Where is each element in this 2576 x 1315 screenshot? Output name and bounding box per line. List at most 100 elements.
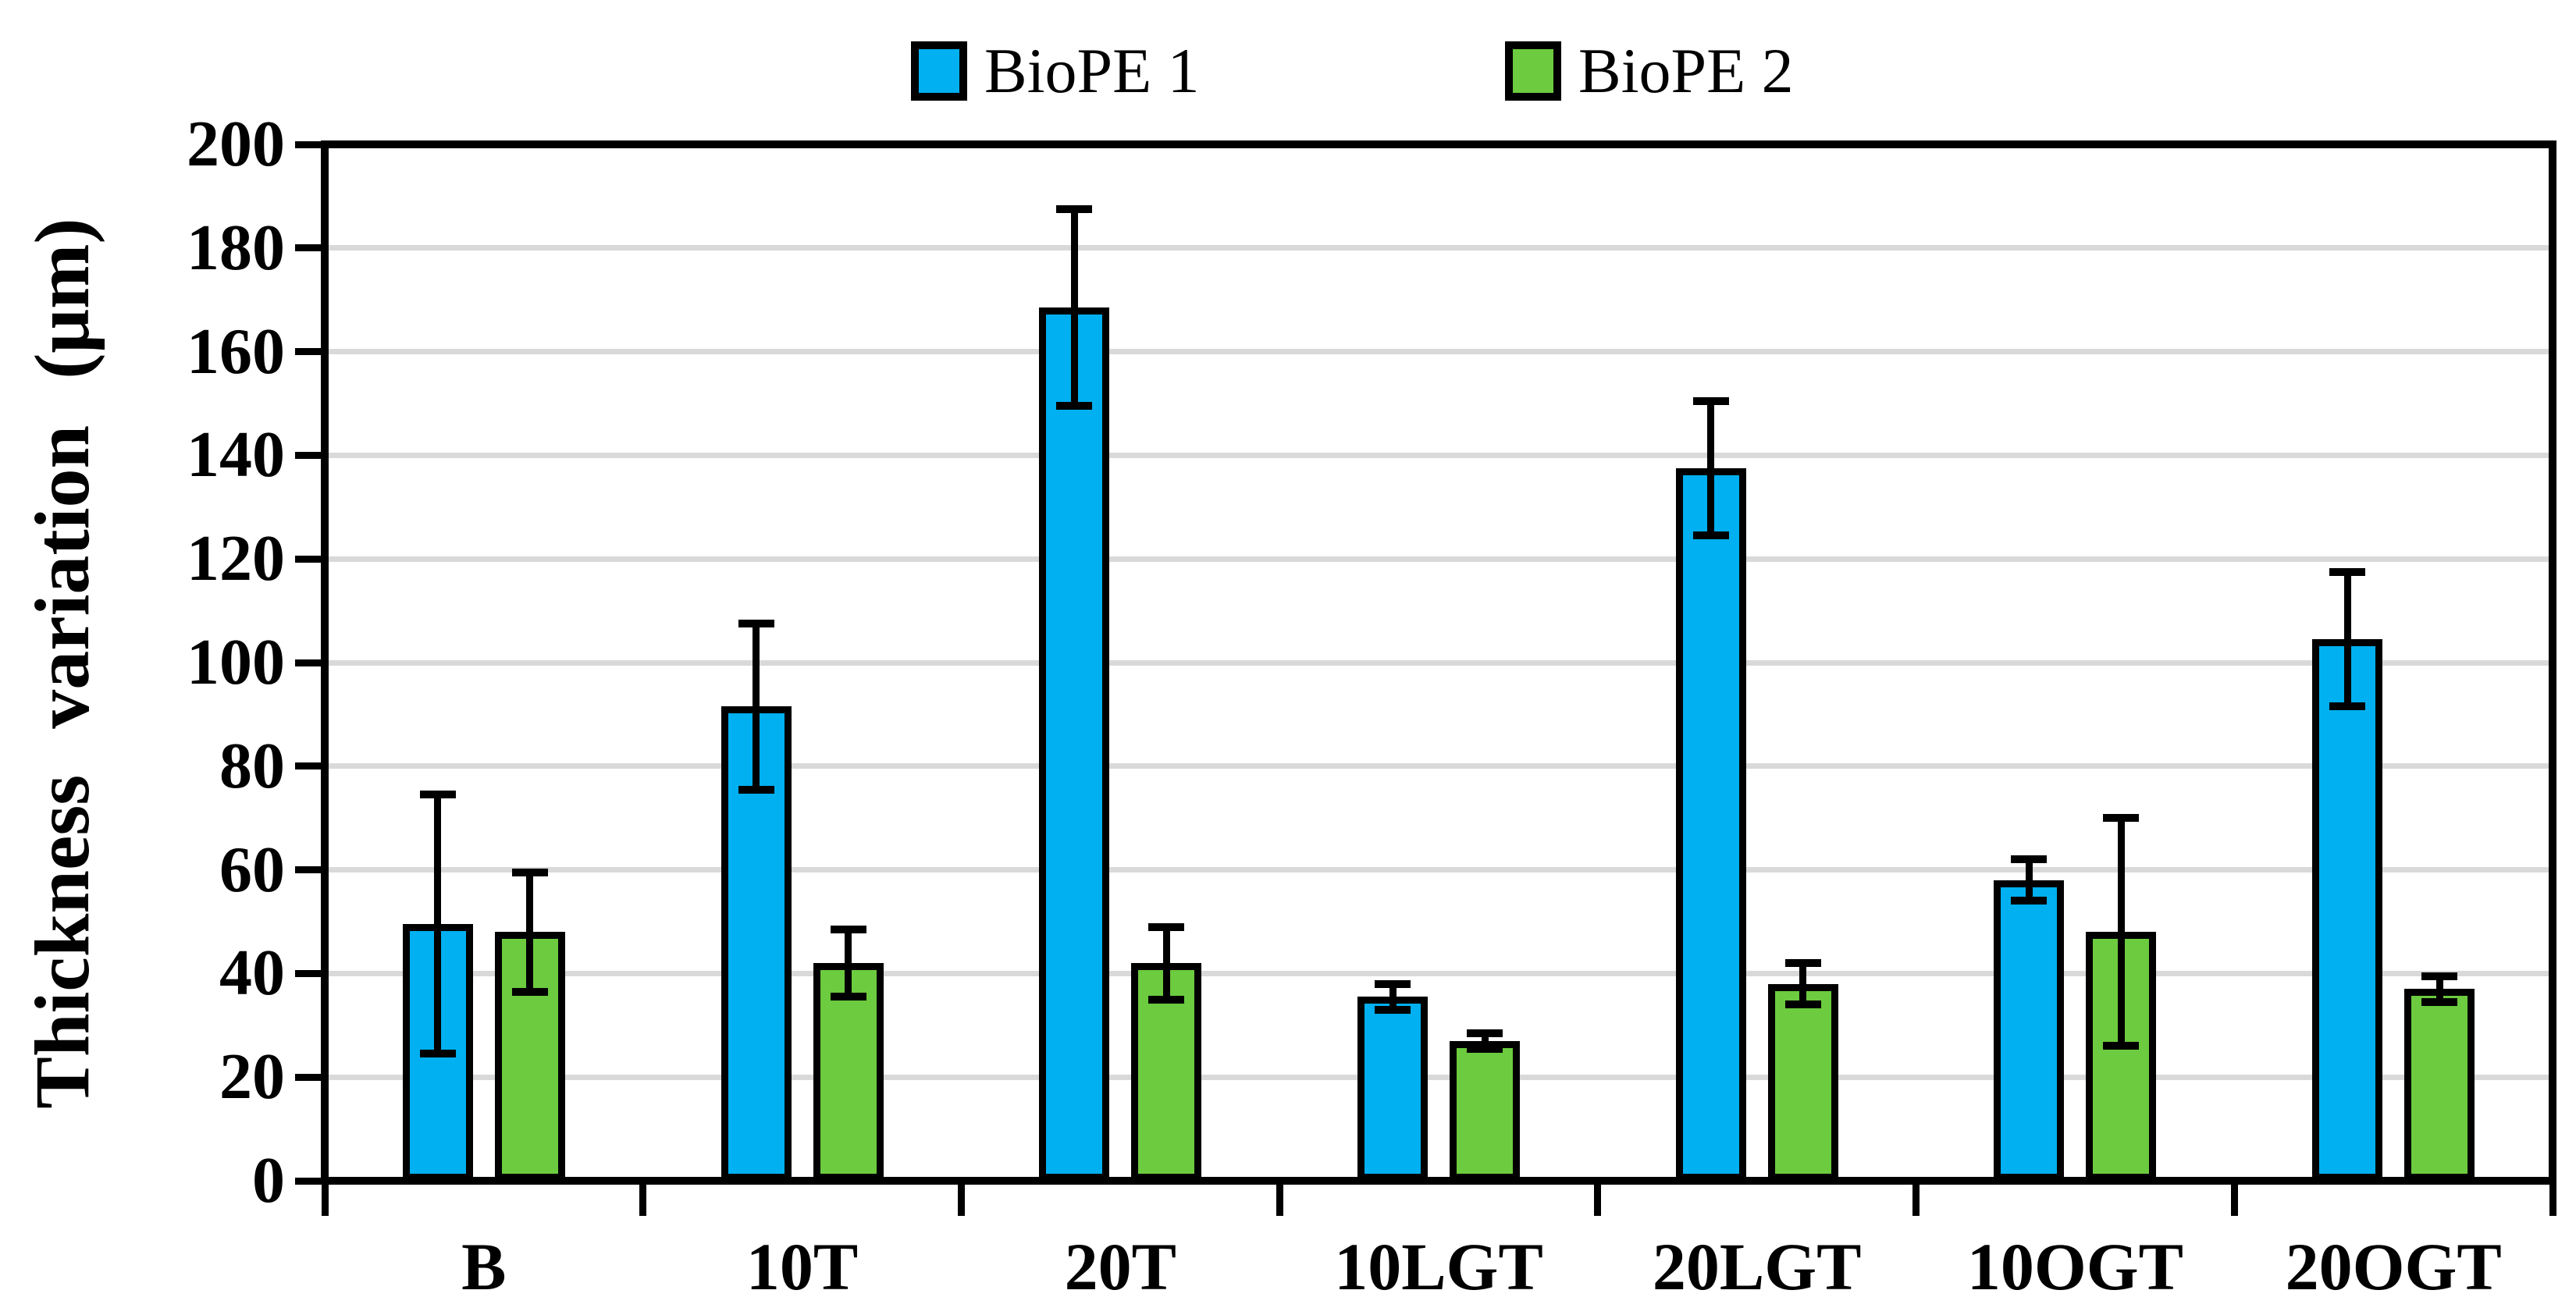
error-line-10OGT-1 — [2117, 818, 2125, 1047]
error-cap-top-10T-1 — [830, 925, 866, 933]
error-cap-bottom-10T-1 — [830, 993, 866, 1001]
bar-biope1-20OGT — [2312, 639, 2383, 1181]
error-cap-top-20LGT-0 — [1692, 396, 1729, 405]
gridline-160 — [329, 349, 2549, 355]
error-line-20LGT-1 — [1799, 963, 1807, 1005]
error-line-20T-1 — [1162, 926, 1170, 1000]
x-tick-2 — [957, 1177, 965, 1216]
error-cap-top-10OGT-1 — [2103, 814, 2140, 823]
error-cap-bottom-20T-1 — [1148, 995, 1185, 1004]
legend-item-biope1: BioPE 1 — [911, 37, 1200, 105]
y-tick-label-180: 180 — [187, 211, 285, 284]
gridline-60 — [329, 867, 2549, 873]
error-cap-top-10LGT-0 — [1375, 979, 1411, 988]
x-tick-1 — [639, 1177, 647, 1216]
error-cap-top-B-1 — [511, 868, 548, 876]
x-tick-7 — [2549, 1177, 2556, 1216]
legend-label-biope2: BioPE 2 — [1578, 35, 1794, 106]
error-line-20T-0 — [1070, 209, 1078, 407]
x-tick-3 — [1276, 1177, 1283, 1216]
error-line-20OGT-1 — [2435, 976, 2443, 1002]
error-line-10OGT-0 — [2025, 859, 2033, 901]
y-tick-200 — [295, 140, 325, 148]
error-line-10T-0 — [753, 624, 760, 790]
y-tick-120 — [295, 555, 325, 563]
bar-biope1-20LGT — [1675, 468, 1746, 1181]
y-tick-20 — [295, 1073, 325, 1081]
y-tick-label-40: 40 — [219, 936, 285, 1010]
error-cap-bottom-20LGT-0 — [1692, 531, 1729, 540]
error-cap-bottom-10T-0 — [738, 785, 774, 794]
bar-biope2-20LGT — [1767, 983, 1838, 1181]
gridline-100 — [329, 659, 2549, 666]
y-tick-label-80: 80 — [219, 729, 285, 802]
error-cap-bottom-20T-0 — [1056, 402, 1093, 410]
x-axis-label-20OGT: 20OGT — [2285, 1229, 2502, 1304]
error-line-20LGT-0 — [1707, 400, 1715, 536]
gridline-80 — [329, 763, 2549, 769]
gridline-180 — [329, 245, 2549, 251]
y-tick-label-120: 120 — [187, 522, 285, 595]
x-axis-label-10LGT: 10LGT — [1334, 1229, 1543, 1304]
gridline-120 — [329, 556, 2549, 562]
y-tick-100 — [295, 659, 325, 666]
bar-biope2-20OGT — [2404, 989, 2475, 1181]
error-line-B-1 — [526, 872, 534, 992]
x-tick-5 — [1912, 1177, 1920, 1216]
x-axis-label-10OGT: 10OGT — [1966, 1229, 2183, 1304]
y-tick-label-60: 60 — [219, 833, 285, 906]
x-tick-4 — [1594, 1177, 1602, 1216]
error-cap-bottom-10LGT-0 — [1375, 1005, 1411, 1014]
y-tick-label-140: 140 — [187, 418, 285, 492]
error-cap-bottom-10OGT-0 — [2011, 897, 2048, 905]
error-cap-top-10LGT-1 — [1467, 1029, 1503, 1037]
y-tick-140 — [295, 451, 325, 459]
bar-biope1-20T — [1039, 307, 1110, 1181]
error-line-B-0 — [434, 794, 442, 1054]
error-cap-top-10OGT-0 — [2011, 855, 2048, 864]
x-axis-label-10T: 10T — [745, 1229, 859, 1304]
error-cap-top-20OGT-0 — [2329, 567, 2366, 576]
error-cap-top-20T-1 — [1148, 922, 1185, 931]
y-tick-label-20: 20 — [219, 1040, 285, 1114]
y-tick-40 — [295, 969, 325, 977]
y-axis-title: Thickness variation (μm) — [19, 218, 105, 1109]
gridline-20 — [329, 1074, 2549, 1080]
error-cap-bottom-10LGT-1 — [1467, 1044, 1503, 1053]
bar-biope2-20T — [1131, 963, 1202, 1181]
error-cap-top-20OGT-1 — [2421, 972, 2458, 980]
error-cap-bottom-20LGT-1 — [1784, 1000, 1821, 1009]
y-tick-label-200: 200 — [187, 108, 285, 180]
y-tick-160 — [295, 348, 325, 356]
y-tick-80 — [295, 762, 325, 770]
x-axis-label-20LGT: 20LGT — [1652, 1229, 1862, 1304]
gridline-40 — [329, 970, 2549, 976]
legend-label-biope1: BioPE 1 — [984, 35, 1200, 106]
error-cap-top-10T-0 — [738, 620, 774, 628]
x-tick-0 — [321, 1177, 329, 1216]
x-tick-6 — [2230, 1177, 2238, 1216]
error-line-20OGT-0 — [2343, 571, 2351, 707]
y-tick-label-0: 0 — [252, 1144, 285, 1217]
error-cap-top-20LGT-1 — [1784, 959, 1821, 968]
bar-biope1-10OGT — [1994, 880, 2065, 1181]
legend-swatch-biope2 — [1505, 41, 1561, 101]
error-cap-bottom-10OGT-1 — [2103, 1042, 2140, 1050]
error-line-10T-1 — [845, 929, 852, 997]
bar-biope1-10LGT — [1357, 997, 1428, 1181]
y-tick-label-100: 100 — [187, 626, 285, 698]
legend-swatch-biope1 — [911, 41, 967, 101]
y-tick-180 — [295, 244, 325, 252]
y-tick-label-160: 160 — [187, 315, 285, 388]
error-line-10LGT-0 — [1389, 983, 1397, 1010]
y-tick-60 — [295, 866, 325, 874]
bar-biope2-10LGT — [1450, 1040, 1520, 1181]
error-cap-top-B-0 — [419, 791, 456, 799]
x-axis-label-20T: 20T — [1064, 1229, 1176, 1304]
error-cap-bottom-B-0 — [419, 1050, 456, 1058]
error-cap-bottom-20OGT-0 — [2329, 702, 2366, 711]
gridline-140 — [329, 452, 2549, 458]
error-cap-bottom-B-1 — [511, 987, 548, 996]
x-axis-label-B: B — [461, 1229, 507, 1304]
